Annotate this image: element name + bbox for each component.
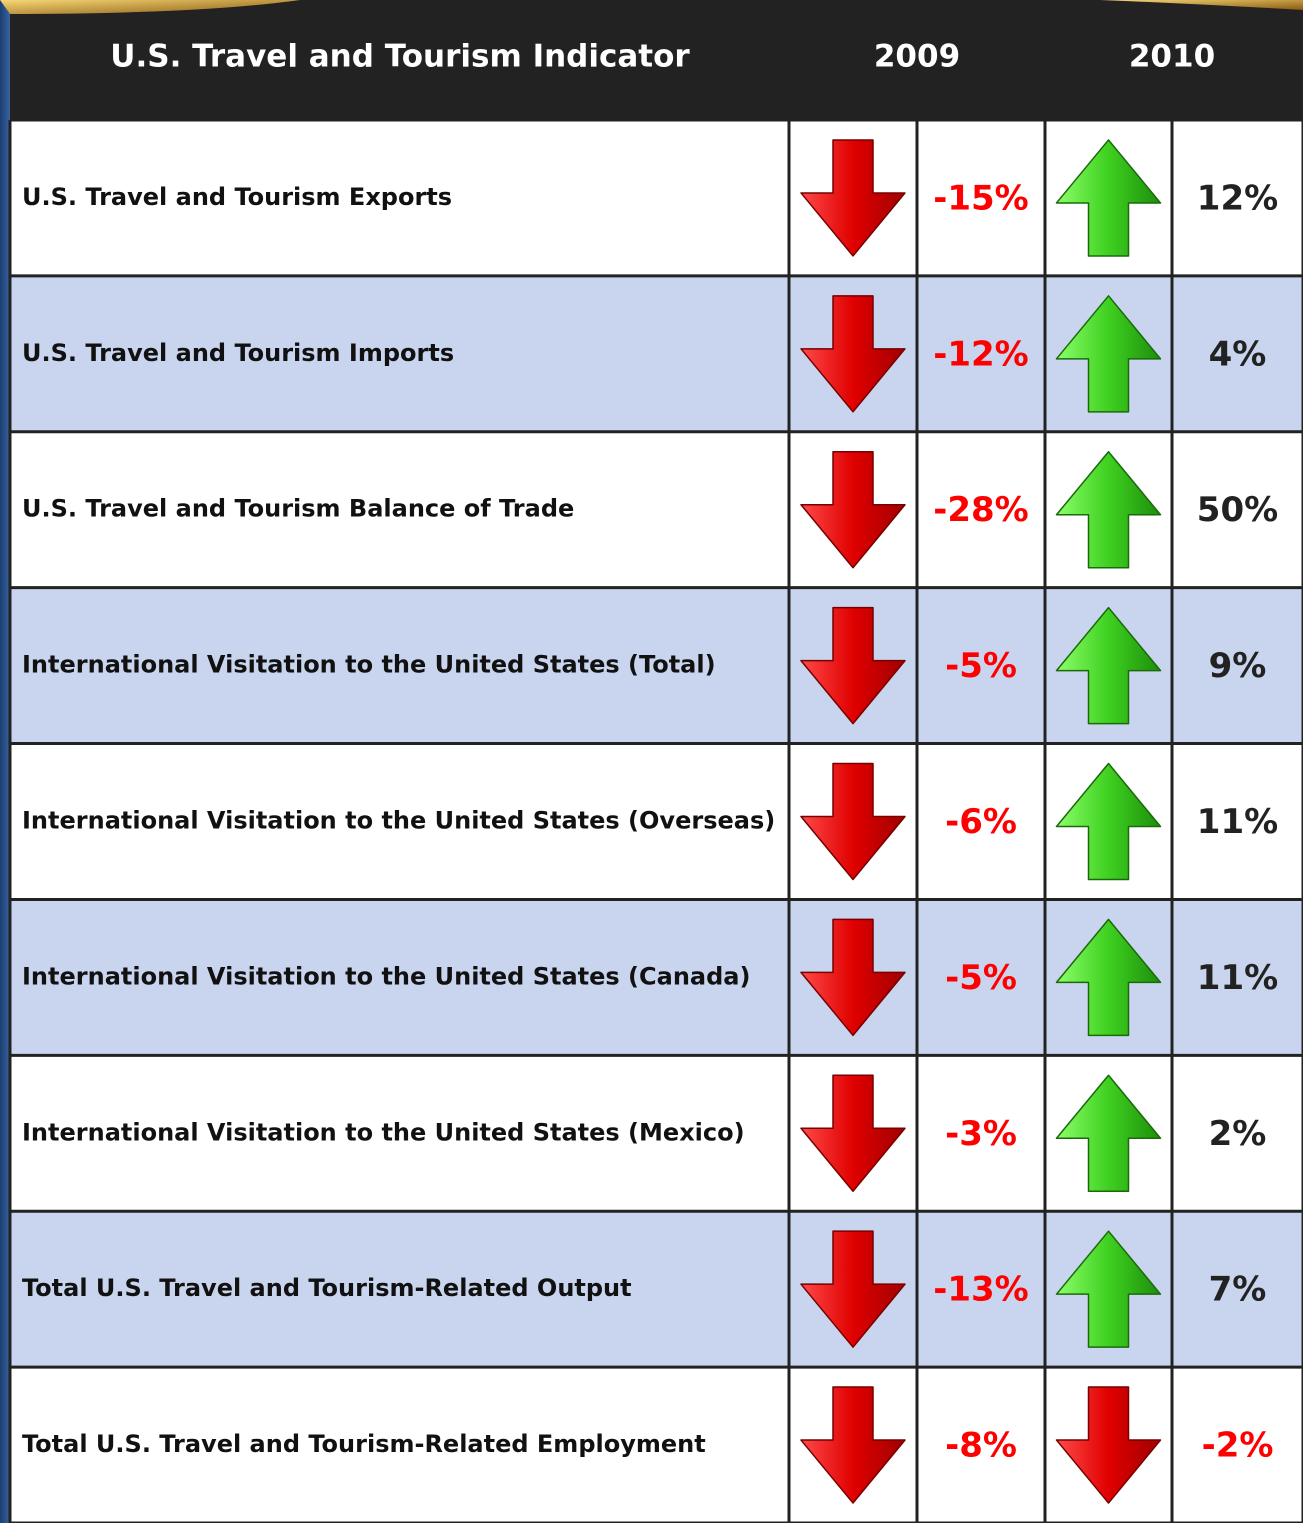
indicator-label: Total U.S. Travel and Tourism-Related Em… [22,1430,706,1458]
header-cell: 2010 [1129,39,1215,75]
indicator-label: International Visitation to the United S… [22,651,716,679]
change-value: 2% [1209,1114,1267,1154]
header-cell: U.S. Travel and Tourism Indicator [110,39,690,75]
indicator-table: U.S. Travel and Tourism Indicator 2009 201… [0,0,1303,1523]
change-value: 12% [1197,178,1278,218]
change-value: -15% [933,178,1029,218]
change-value: 50% [1197,490,1278,530]
indicator-label: International Visitation to the United S… [22,807,775,835]
change-value: -13% [933,1270,1029,1310]
change-value: -12% [933,334,1029,374]
change-value: -2% [1202,1426,1274,1466]
indicator-label: International Visitation to the United S… [22,1118,745,1146]
change-value: -28% [933,490,1029,530]
change-value: -8% [945,1426,1017,1466]
change-value: -5% [945,958,1017,998]
change-value: -5% [945,646,1017,686]
change-value: 11% [1197,802,1278,842]
page: U.S. Travel and Tourism Indicator 2009 201… [0,0,1303,1523]
change-value: -3% [945,1114,1017,1154]
change-value: 4% [1209,334,1267,374]
indicator-label: U.S. Travel and Tourism Imports [22,339,454,367]
indicator-label: U.S. Travel and Tourism Exports [22,183,452,211]
indicator-label: U.S. Travel and Tourism Balance of Trade [22,495,574,523]
indicator-label: Total U.S. Travel and Tourism-Related Ou… [22,1274,632,1302]
change-value: 11% [1197,958,1278,998]
change-value: 9% [1209,646,1267,686]
indicator-label: International Visitation to the United S… [22,962,750,990]
header-cell: 2009 [874,39,960,75]
table-body: U.S. Travel and Tourism Indicator 2009 201… [10,39,1303,1523]
change-value: -6% [945,802,1017,842]
change-value: 7% [1209,1270,1267,1310]
